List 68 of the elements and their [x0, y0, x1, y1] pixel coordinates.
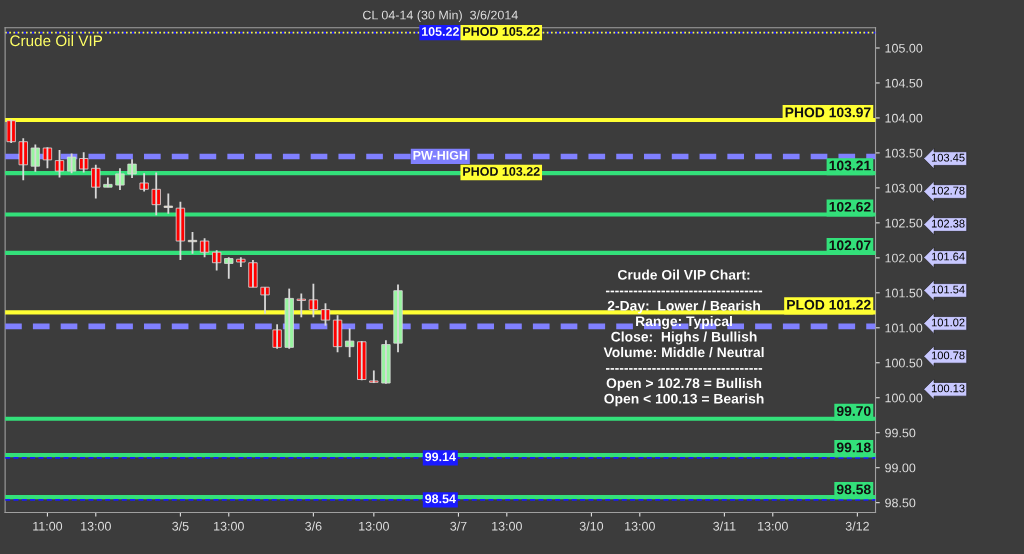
text: 102.78	[931, 186, 965, 195]
x-tick-label: 3/11	[713, 521, 736, 531]
annotation: Crude Oil VIP	[10, 34, 103, 47]
x-tick-label: 3/10	[579, 521, 604, 531]
candlestick	[369, 369, 379, 384]
text: 101.64	[931, 252, 965, 261]
ref-line-label: 99.18	[836, 442, 871, 453]
y-tick-label: 105.00	[885, 43, 923, 53]
candlestick	[163, 192, 173, 215]
text: 102.38	[931, 219, 965, 228]
y-tick-label: 99.50	[885, 428, 916, 438]
y-tick-label: 98.50	[885, 498, 916, 508]
candlestick	[79, 151, 89, 174]
x-tick-label: 11:00	[33, 521, 63, 531]
candlestick	[30, 143, 40, 173]
x-tick-label: 13:00	[758, 521, 788, 531]
ref-line-label: 102.07	[829, 240, 871, 251]
y-tick-label: 103.50	[885, 148, 923, 158]
x-tick-label: 13:00	[214, 521, 244, 531]
candlestick	[54, 149, 65, 179]
x-tick-label: 13:00	[81, 521, 111, 531]
x-tick-label: 3/6	[305, 521, 322, 531]
ref-line-label: 105.22	[421, 27, 459, 36]
x-tick-label: 3/5	[172, 521, 189, 531]
y-tick-label: 100.50	[885, 358, 923, 368]
ref-line-label: 98.58	[836, 484, 871, 495]
y-tick-label: 104.00	[885, 113, 923, 123]
y-tick-label: 104.50	[885, 78, 923, 88]
ref-line-label: 99.70	[836, 406, 871, 416]
text: 101.02	[931, 318, 965, 327]
candlestick	[42, 146, 53, 170]
text: 101.54	[931, 285, 965, 294]
candlestick	[296, 292, 306, 319]
candlestick	[127, 158, 137, 179]
text: 100.78	[931, 351, 965, 360]
text: 103.45	[931, 153, 965, 162]
x-tick-label: 3/12	[845, 521, 869, 531]
y-tick-label: 102.00	[885, 253, 923, 263]
x-tick-label: 13:00	[492, 521, 522, 531]
chart-title: CL 04-14 (30 Min) 3/6/2014	[363, 10, 518, 22]
y-tick-label: 99.00	[885, 463, 916, 473]
y-tick-label: 101.00	[885, 323, 923, 333]
candlestick	[345, 327, 355, 359]
y-tick-label: 100.00	[885, 393, 923, 403]
candlestick	[103, 176, 113, 189]
x-tick-label: 3/7	[450, 521, 467, 531]
candlestick	[320, 302, 331, 327]
candlestick	[139, 172, 149, 193]
y-tick-label: 101.50	[885, 288, 923, 298]
candlestick	[224, 256, 234, 280]
y-tick-label: 102.50	[885, 218, 923, 228]
ref-line-label: 102.62	[829, 201, 871, 212]
candlestick	[236, 256, 246, 268]
ref-line-label: PHOD 103.22	[463, 167, 540, 176]
ref-line-label: PHOD 105.22	[463, 27, 540, 36]
x-tick-label: 13:00	[625, 521, 655, 531]
ref-line-label: 99.14	[425, 452, 456, 462]
candlestick	[115, 167, 125, 191]
ref-line-label: 103.21	[829, 160, 871, 171]
y-tick-label: 103.00	[885, 183, 923, 193]
ref-line-label: PHOD 103.97	[785, 107, 871, 118]
ref-line-label: PLOD 101.22	[787, 299, 871, 310]
candlestick	[199, 237, 210, 259]
x-tick-label: 13:00	[359, 521, 389, 531]
ref-line-label: PW-HIGH	[413, 150, 468, 160]
text: 100.13	[931, 384, 965, 393]
ref-line-label: 98.54	[425, 494, 456, 504]
candlestick	[260, 286, 270, 315]
